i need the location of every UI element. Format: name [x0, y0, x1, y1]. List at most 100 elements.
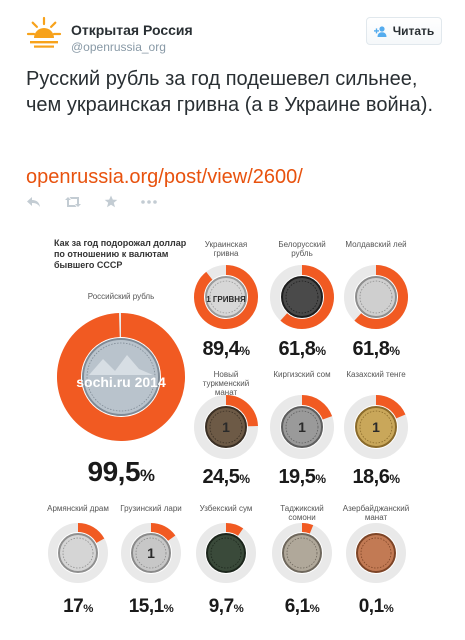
percent-sign: % [83, 603, 93, 615]
ring-value-byr [280, 265, 334, 329]
tweet-link[interactable]: openrussia.org/post/view/2600/ [26, 166, 303, 188]
coin-rim-kgs [285, 410, 319, 444]
account-handle[interactable]: @openrussia_org [71, 40, 166, 54]
coin-text-rub: sochi.ru 2014 [76, 374, 166, 390]
currency-percent-tjs: 6,1% [257, 596, 347, 618]
infographic-image[interactable]: Как за год подорожал доллар по отношению… [28, 222, 438, 640]
currency-percent-azn: 0,1% [331, 596, 421, 618]
currency-ring-amd [48, 523, 108, 583]
currency-percent-mdl: 61,8% [331, 338, 421, 361]
percent-sign: % [383, 603, 394, 615]
currency-ring-azn [346, 523, 406, 583]
coin-text-uah: 1 ГРИВНЯ [206, 295, 246, 304]
tweet-actions [26, 195, 158, 208]
coin-rim-tjs [286, 537, 318, 569]
currency-percent-uah: 89,4% [181, 338, 271, 361]
percent-sign: % [239, 344, 250, 358]
percent-value: 61,8 [352, 338, 390, 360]
tweet-text: Русский рубль за год подешевел сильнее, … [26, 68, 434, 116]
currency-ring-kzt: 1 [344, 395, 408, 459]
open-russia-logo-avatar[interactable] [26, 16, 62, 52]
coin-uah [205, 276, 247, 318]
currency-label-kgs: Киргизский сом [273, 370, 331, 379]
coin-rim-byr [285, 280, 319, 314]
coin-mountains [89, 355, 153, 375]
ring-value-rub [57, 313, 185, 441]
coin-rim-uah [209, 280, 243, 314]
currency-label-mdl: Молдавский лей [345, 240, 407, 249]
percent-sign: % [315, 344, 326, 358]
currency-label-uah: Украинская гривна [204, 240, 248, 258]
coin-mdl [355, 276, 397, 318]
currency-label-rub: Российский рубль [87, 292, 155, 301]
currency-percent-kzt: 18,6% [331, 466, 421, 489]
add-user-icon [373, 25, 387, 37]
coin-kgs [281, 406, 323, 448]
currency-label-kzt: Казахский тенге [346, 370, 406, 379]
coin-tjs [282, 533, 322, 573]
currency-ring-byr [270, 265, 334, 329]
coin-kzt [355, 406, 397, 448]
coin-tmt [205, 406, 247, 448]
favorite-icon[interactable] [104, 195, 118, 208]
ring-value-kgs [301, 395, 333, 420]
percent-value: 0,1 [358, 596, 384, 617]
ring-value-tmt [225, 395, 258, 427]
currency-percent-kgs: 19,5% [257, 466, 347, 489]
currency-ring-mdl [344, 265, 408, 329]
more-icon[interactable] [140, 199, 158, 205]
percent-value: 17 [63, 596, 84, 617]
percent-value: 19,5 [278, 466, 316, 488]
percent-sign: % [315, 472, 326, 486]
currency-ring-uzs [196, 523, 256, 583]
coin-rub [82, 338, 160, 416]
currency-label-tjs: Таджикский сомони [280, 504, 324, 522]
coin-rim-amd [62, 537, 94, 569]
currency-percent-rub: 99,5% [76, 456, 166, 488]
coin-text-kzt: 1 [372, 419, 380, 435]
ring-track-azn [346, 523, 406, 583]
coin-text-kgs: 1 [298, 419, 306, 435]
coin-rim-gel [135, 537, 167, 569]
percent-value: 24,5 [202, 466, 240, 488]
percent-value: 18,6 [352, 466, 390, 488]
percent-value: 61,8 [278, 338, 316, 360]
percent-value: 99,5 [87, 456, 141, 487]
currency-percent-tmt: 24,5% [181, 466, 271, 489]
percent-sign: % [389, 344, 400, 358]
follow-button-label: Читать [392, 24, 435, 38]
percent-sign: % [239, 472, 250, 486]
currency-percent-uzs: 9,7% [181, 596, 271, 618]
currency-ring-tmt: 1 [194, 395, 258, 459]
coin-text-gel: 1 [147, 545, 155, 561]
currency-label-amd: Армянский драм [47, 504, 109, 513]
ring-value-tjs [301, 523, 314, 534]
retweet-icon[interactable] [64, 196, 82, 208]
coin-rim-kzt [359, 410, 393, 444]
coin-rim-tmt [209, 410, 243, 444]
follow-button[interactable]: Читать [366, 17, 442, 45]
percent-sign: % [309, 603, 320, 615]
tweet-header: Открытая Россия @openrussia_org Читать [0, 0, 465, 62]
currency-label-uzs: Узбекский сум [199, 504, 253, 513]
ring-value-mdl [354, 265, 408, 329]
coin-rim-rub [86, 342, 156, 412]
ring-value-amd [77, 523, 105, 544]
currency-label-tmt: Новый туркменский манат [202, 370, 250, 397]
currency-label-byr: Белорусский рубль [278, 240, 326, 258]
coin-gel [131, 533, 171, 573]
account-name[interactable]: Открытая Россия [71, 22, 193, 38]
infographic-title: Как за год подорожал доллар по отношению… [54, 238, 187, 270]
reply-icon[interactable] [26, 196, 42, 208]
coin-rim-azn [360, 537, 392, 569]
coin-rim-uzs [210, 537, 242, 569]
currency-ring-tjs [272, 523, 332, 583]
percent-sign: % [389, 472, 400, 486]
currency-ring-uah: 1 ГРИВНЯ [194, 265, 258, 329]
coin-rim-mdl [359, 280, 393, 314]
ring-value-uah [194, 265, 258, 329]
currency-percent-gel: 15,1% [106, 596, 196, 618]
currency-label-gel: Грузинский лари [120, 504, 182, 513]
coin-amd [58, 533, 98, 573]
currency-ring-kgs: 1 [270, 395, 334, 459]
